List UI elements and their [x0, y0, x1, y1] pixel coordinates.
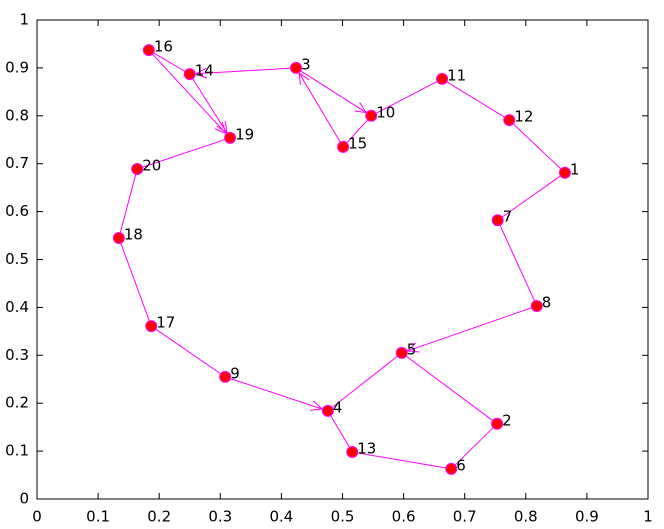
- edge: [150, 325, 226, 378]
- edge: [352, 451, 452, 470]
- edge: [327, 352, 403, 412]
- edge: [342, 115, 372, 148]
- x-tick-label: 0.1: [86, 508, 110, 526]
- point-label: 1: [570, 160, 580, 178]
- y-tick-label: 0.5: [5, 250, 29, 268]
- point-label: 16: [154, 38, 173, 56]
- point-label: 8: [542, 293, 552, 311]
- point: [365, 109, 378, 122]
- point: [445, 462, 458, 475]
- y-tick-label: 0.8: [5, 106, 29, 124]
- point-label: 3: [301, 55, 311, 73]
- point: [346, 446, 359, 459]
- point: [183, 68, 196, 81]
- point: [530, 299, 543, 312]
- x-tick-label: 0.2: [147, 508, 171, 526]
- y-tick-label: 0.2: [5, 394, 29, 412]
- point: [503, 114, 516, 127]
- point: [224, 131, 237, 144]
- point: [436, 72, 449, 85]
- edge: [401, 352, 498, 425]
- edge: [450, 423, 498, 470]
- point-label: 5: [407, 340, 417, 358]
- x-tick-label: 0.6: [392, 508, 416, 526]
- edge: [441, 78, 510, 121]
- point-label: 13: [357, 440, 376, 458]
- point-label: 4: [333, 398, 343, 416]
- point: [321, 404, 334, 417]
- x-tick-label: 0.3: [208, 508, 232, 526]
- edge: [497, 220, 538, 307]
- edge: [508, 119, 566, 174]
- y-tick-label: 0.9: [5, 58, 29, 76]
- edge: [327, 410, 353, 453]
- x-tick-label: 0: [32, 508, 42, 526]
- y-tick-label: 0.4: [5, 298, 29, 316]
- point: [112, 231, 125, 244]
- x-tick-label: 0.5: [331, 508, 355, 526]
- point: [142, 44, 155, 57]
- y-tick-label: 0.1: [5, 442, 29, 460]
- point-label: 11: [447, 66, 466, 84]
- point-label: 14: [195, 62, 214, 80]
- point-label: 7: [503, 208, 513, 226]
- edge: [370, 78, 443, 117]
- x-tick-label: 1: [643, 508, 653, 526]
- point: [290, 61, 303, 74]
- point: [558, 166, 571, 179]
- edge: [189, 73, 227, 133]
- point-label: 20: [142, 156, 161, 174]
- x-tick-label: 0.8: [514, 508, 538, 526]
- edge: [196, 67, 297, 74]
- edge: [295, 67, 366, 113]
- point-label: 10: [376, 103, 395, 121]
- point: [219, 370, 232, 383]
- point: [491, 417, 504, 430]
- x-tick-label: 0.7: [453, 508, 477, 526]
- edge: [118, 237, 152, 327]
- point-label: 19: [235, 125, 254, 143]
- y-tick-label: 0: [19, 490, 29, 508]
- point-label: 18: [124, 225, 143, 243]
- x-tick-label: 0.9: [575, 508, 599, 526]
- point-label: 17: [156, 314, 175, 332]
- point-label: 15: [348, 134, 367, 152]
- point: [395, 346, 408, 359]
- point: [131, 162, 144, 175]
- edge: [497, 172, 566, 221]
- x-tick-label: 0.4: [269, 508, 293, 526]
- axes-frame: [36, 19, 649, 500]
- point-label: 9: [230, 364, 240, 382]
- point-label: 2: [502, 411, 512, 429]
- edge: [118, 168, 138, 239]
- edge: [299, 73, 344, 148]
- edge: [407, 305, 537, 351]
- point-label: 12: [514, 108, 533, 126]
- y-tick-label: 0.3: [5, 346, 29, 364]
- edge: [148, 49, 226, 133]
- edge: [225, 376, 322, 409]
- point: [145, 320, 158, 333]
- y-tick-label: 0.6: [5, 202, 29, 220]
- y-tick-label: 1: [19, 11, 29, 29]
- point-label: 6: [456, 456, 466, 474]
- y-tick-label: 0.7: [5, 154, 29, 172]
- point: [337, 140, 350, 153]
- edge: [148, 49, 191, 75]
- point: [491, 214, 504, 227]
- edge: [137, 137, 231, 170]
